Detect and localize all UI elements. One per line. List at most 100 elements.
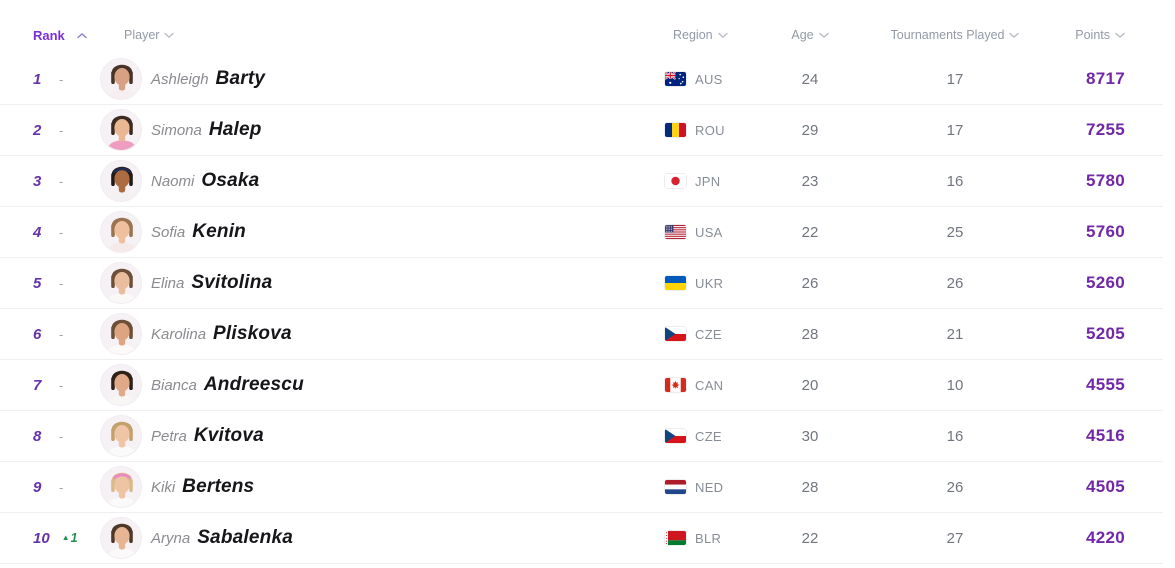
player-last-name: Pliskova	[213, 323, 292, 344]
player-first-name: Kiki	[151, 479, 176, 496]
player-last-name: Svitolina	[191, 272, 273, 293]
column-header-region[interactable]: Region	[665, 28, 775, 42]
player-last-name: Bertens	[182, 476, 255, 497]
tournaments-value: 21	[946, 325, 964, 343]
player-name: Petra Kvitova	[151, 425, 264, 447]
player-name: Bianca Andreescu	[151, 374, 304, 396]
country-code: UKR	[695, 275, 724, 291]
tournaments-cell: 10	[845, 377, 1065, 394]
points-value: 5760	[1085, 222, 1125, 241]
avatar	[100, 109, 142, 151]
player-cell: Aryna Sabalenka	[100, 517, 665, 559]
column-header-age[interactable]: Age	[775, 28, 845, 42]
table-row[interactable]: 7 ▲ - Bianca Andreescu CAN 20 10 4555	[0, 360, 1163, 411]
column-header-player[interactable]: Player	[100, 28, 665, 42]
flag-icon	[665, 480, 686, 494]
rank-change: ▲ -	[59, 480, 63, 495]
tournaments-cell: 16	[845, 173, 1065, 190]
player-cell: Naomi Osaka	[100, 160, 665, 202]
age-cell: 20	[775, 377, 845, 394]
player-first-name: Petra	[151, 428, 187, 445]
age-value: 24	[801, 70, 819, 88]
country-code: CZE	[695, 428, 722, 444]
rank-change-label: -	[59, 326, 64, 342]
rank-change: ▲ -	[59, 327, 63, 342]
region-cell: BLR	[665, 531, 775, 546]
flag-icon	[665, 123, 686, 137]
column-header-points[interactable]: Points	[1065, 28, 1125, 42]
points-cell: 4516	[1065, 426, 1125, 446]
tournaments-cell: 27	[845, 530, 1065, 547]
player-name: Karolina Pliskova	[151, 323, 292, 345]
tournaments-value: 16	[946, 172, 964, 190]
player-last-name: Barty	[215, 68, 266, 89]
rank-number: 4	[33, 223, 42, 241]
age-value: 29	[801, 121, 819, 139]
country-code: ROU	[695, 122, 725, 138]
table-header: Rank Player Region Age	[0, 0, 1163, 54]
flag-icon	[665, 531, 686, 545]
country-code: CAN	[695, 377, 724, 393]
rank-cell: 7 ▲ -	[0, 377, 100, 394]
table-row[interactable]: 4 ▲ - Sofia Kenin USA 22 25 5760	[0, 207, 1163, 258]
country-code: BLR	[695, 530, 722, 546]
column-header-rank[interactable]: Rank	[0, 28, 100, 43]
points-cell: 5780	[1065, 171, 1125, 191]
age-value: 22	[801, 529, 819, 547]
age-cell: 30	[775, 428, 845, 445]
rank-number: 3	[33, 172, 42, 190]
age-value: 30	[801, 427, 819, 445]
age-value: 26	[801, 274, 819, 292]
rank-cell: 4 ▲ -	[0, 224, 100, 241]
table-row[interactable]: 3 ▲ - Naomi Osaka JPN 23 16 5780	[0, 156, 1163, 207]
rank-change: ▲ -	[59, 429, 63, 444]
points-cell: 5205	[1065, 324, 1125, 344]
column-label-rank: Rank	[33, 27, 65, 43]
table-row[interactable]: 9 ▲ - Kiki Bertens NED 28 26 4505	[0, 462, 1163, 513]
region-cell: NED	[665, 480, 775, 495]
column-label-points: Points	[1075, 28, 1110, 42]
player-cell: Petra Kvitova	[100, 415, 665, 457]
tournaments-cell: 17	[845, 71, 1065, 88]
points-value: 4220	[1085, 528, 1125, 547]
age-cell: 29	[775, 122, 845, 139]
player-cell: Karolina Pliskova	[100, 313, 665, 355]
rank-change-label: -	[59, 224, 64, 240]
avatar	[100, 58, 142, 100]
table-row[interactable]: 6 ▲ - Karolina Pliskova CZE 28 21 5205	[0, 309, 1163, 360]
player-first-name: Aryna	[151, 530, 191, 547]
age-cell: 23	[775, 173, 845, 190]
column-label-tournaments: Tournaments Played	[890, 28, 1005, 42]
player-cell: Simona Halep	[100, 109, 665, 151]
points-value: 4516	[1085, 426, 1125, 445]
rank-number: 9	[33, 478, 42, 496]
rank-change: ▲ -	[59, 123, 63, 138]
rank-change-label: 1	[70, 531, 78, 545]
rank-change: ▲ 1	[62, 531, 78, 545]
country-code: CZE	[695, 326, 722, 342]
rank-change: ▲ -	[59, 276, 63, 291]
age-cell: 22	[775, 530, 845, 547]
age-value: 22	[801, 223, 819, 241]
table-row[interactable]: 2 ▲ - Simona Halep ROU 29 17 7255	[0, 105, 1163, 156]
region-cell: USA	[665, 225, 775, 240]
flag-icon	[665, 174, 686, 188]
rank-change: ▲ -	[59, 174, 63, 189]
avatar	[100, 211, 142, 253]
table-row[interactable]: 5 ▲ - Elina Svitolina UKR 26 26 5260	[0, 258, 1163, 309]
rank-cell: 1 ▲ -	[0, 71, 100, 88]
player-cell: Elina Svitolina	[100, 262, 665, 304]
points-value: 5205	[1085, 324, 1125, 343]
tournaments-value: 27	[946, 529, 964, 547]
rank-number: 10	[33, 529, 50, 547]
flag-icon	[665, 225, 686, 239]
rank-change: ▲ -	[59, 72, 63, 87]
column-header-tournaments[interactable]: Tournaments Played	[845, 28, 1065, 42]
age-value: 28	[801, 478, 819, 496]
table-row[interactable]: 10 ▲ 1 Aryna Sabalenka BLR 22 27 4220	[0, 513, 1163, 564]
player-name: Naomi Osaka	[151, 170, 259, 192]
age-value: 20	[801, 376, 819, 394]
table-row[interactable]: 1 ▲ - Ashleigh Barty AUS 24 17 8717	[0, 54, 1163, 105]
column-label-region: Region	[673, 28, 713, 42]
table-row[interactable]: 8 ▲ - Petra Kvitova CZE 30 16 4516	[0, 411, 1163, 462]
